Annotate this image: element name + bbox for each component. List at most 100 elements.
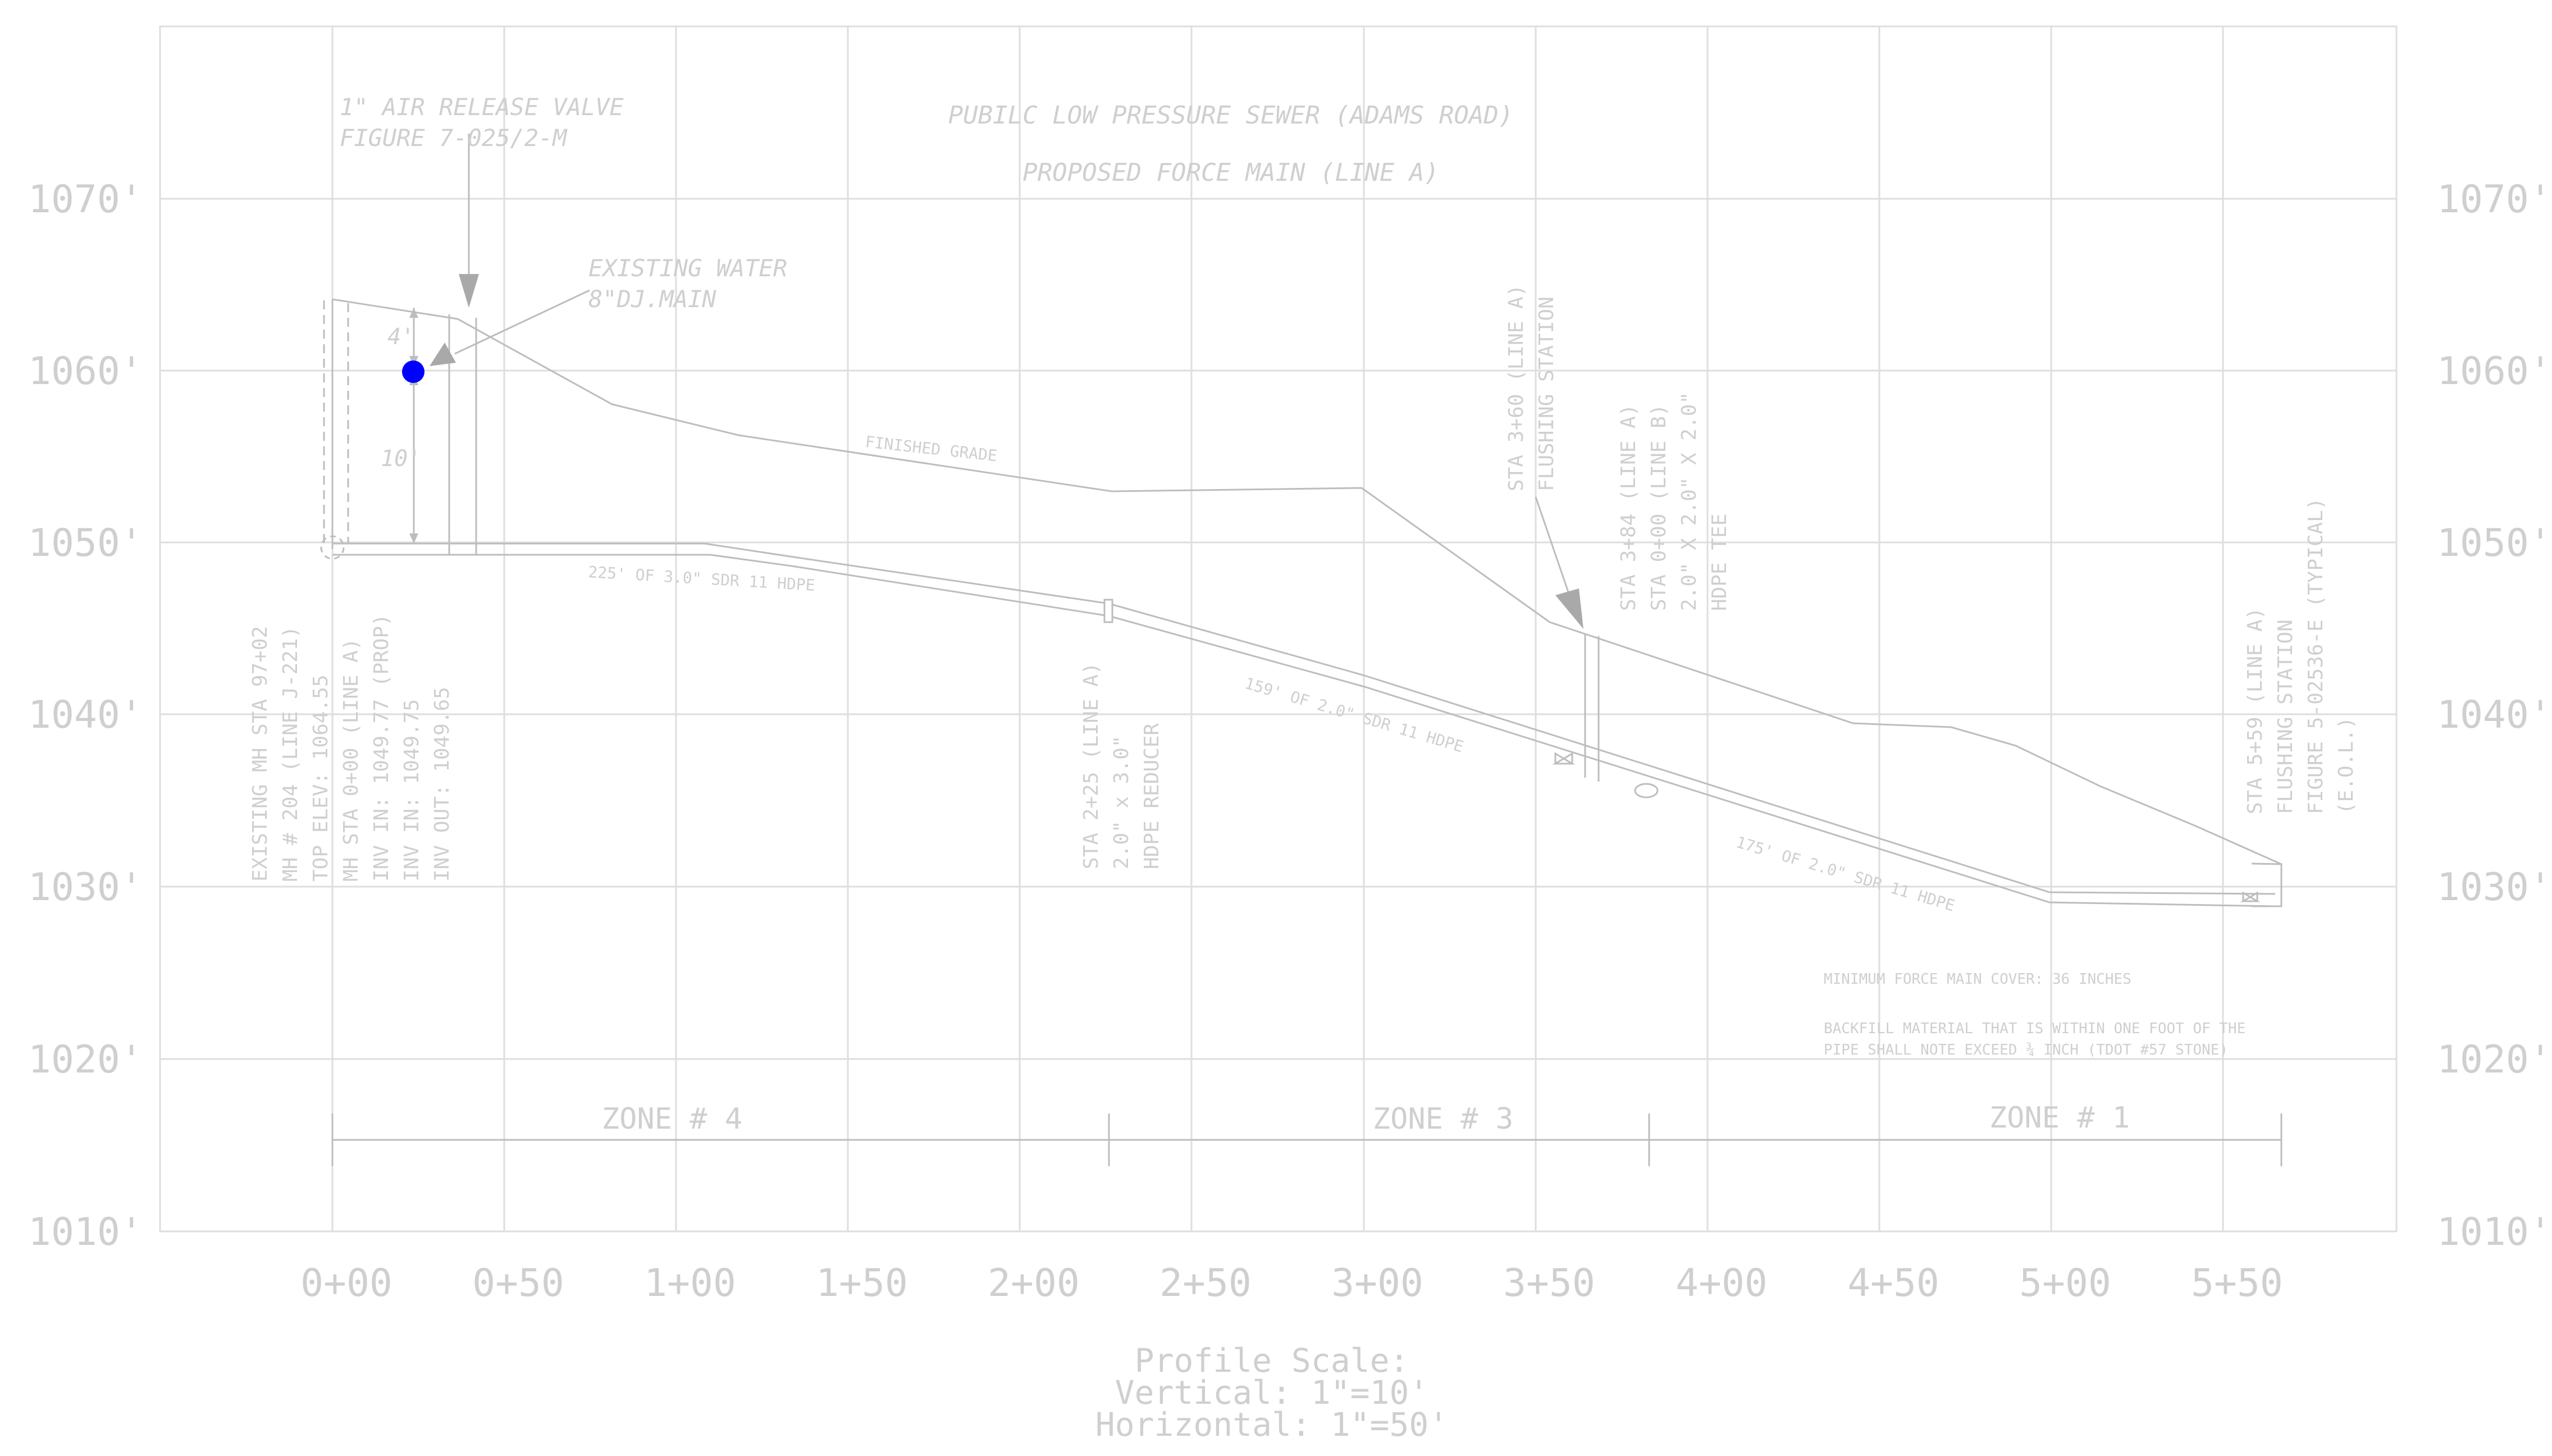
elev-label-1070-right: 1070' bbox=[2437, 177, 2552, 222]
title-sewer: PUBILC LOW PRESSURE SEWER (ADAMS ROAD) bbox=[948, 101, 1514, 130]
flushing-station-riser-3-60 bbox=[1584, 633, 1600, 782]
manhole-note-line2: MH # 204 (LINE J-221) bbox=[279, 626, 302, 882]
scale-horizontal: Horizontal: 1"=50' bbox=[1095, 1405, 1449, 1444]
manhole-note-line1: EXISTING MH STA 97+02 bbox=[249, 626, 272, 882]
reducer-note: STA 2+25 (LINE A) 2.0" x 3.0" HDPE REDUC… bbox=[1080, 663, 1163, 869]
air-valve-label-line2: FIGURE 7-025/2-M bbox=[340, 124, 568, 152]
manhole-note-line7: INV OUT: 1049.65 bbox=[431, 687, 454, 882]
end-of-line-flushing-station bbox=[2240, 862, 2282, 907]
tee-note: STA 3+84 (LINE A) STA 0+00 (LINE B) 2.0"… bbox=[1617, 392, 1731, 611]
eol-structure bbox=[2251, 862, 2282, 907]
manhole-note-line4: MH STA 0+00 (LINE A) bbox=[340, 638, 363, 882]
flush2-note-line1: STA 5+59 (LINE A) bbox=[2244, 608, 2267, 814]
flush1-note-line1: STA 3+60 (LINE A) bbox=[1505, 285, 1528, 491]
pipe-label-seg3: 175' OF 2.0" SDR 11 HDPE bbox=[1734, 833, 1957, 915]
elev-label-1020-left: 1020' bbox=[28, 1038, 143, 1082]
station-label-3+50: 3+50 bbox=[1503, 1261, 1595, 1306]
manhole-base-circle bbox=[320, 535, 345, 560]
elev-label-1010-left: 1010' bbox=[28, 1210, 143, 1254]
dim-arrow-bottom-icon bbox=[409, 533, 418, 544]
valve-fitting-3-60 bbox=[1552, 752, 1576, 765]
pipe-bottom-line bbox=[332, 554, 2276, 907]
flushing-station-leader bbox=[1535, 496, 1571, 596]
tee-note-line3: 2.0" X 2.0" X 2.0" bbox=[1678, 392, 1701, 611]
station-label-0+00: 0+00 bbox=[300, 1261, 392, 1306]
grid-frame bbox=[159, 25, 2398, 1233]
water-main-label-line1: EXISTING WATER bbox=[588, 254, 787, 282]
title-force-main: PROPOSED FORCE MAIN (LINE A) bbox=[1022, 158, 1439, 187]
zone-label-1: ZONE # 1 bbox=[1989, 1101, 2130, 1135]
pipe-label-seg1: 225' OF 3.0" SDR 11 HDPE bbox=[588, 563, 816, 595]
elev-label-1060-left: 1060' bbox=[28, 349, 143, 394]
reducer-note-line1: STA 2+25 (LINE A) bbox=[1080, 663, 1103, 869]
reducer-note-line3: HDPE REDUCER bbox=[1140, 723, 1163, 869]
finished-grade-line bbox=[332, 298, 2282, 865]
elev-label-1030-left: 1030' bbox=[28, 865, 143, 910]
hdpe-tee-fitting bbox=[1634, 783, 1659, 798]
flush2-note-line2: FLUSHING STATION bbox=[2274, 619, 2297, 814]
scale-vertical: Vertical: 1"=10' bbox=[1115, 1373, 1429, 1412]
note-backfill-line2: PIPE SHALL NOTE EXCEED ¾ INCH (TDOT #57 … bbox=[1824, 1042, 2228, 1058]
note-backfill-line1: BACKFILL MATERIAL THAT IS WITHIN ONE FOO… bbox=[1824, 1020, 2245, 1037]
zone-label-4: ZONE # 4 bbox=[602, 1102, 742, 1136]
elev-label-1040-right: 1040' bbox=[2437, 693, 2552, 737]
elev-label-1040-left: 1040' bbox=[28, 693, 143, 737]
manhole-note: EXISTING MH STA 97+02 MH # 204 (LINE J-2… bbox=[249, 614, 454, 882]
station-label-1+00: 1+00 bbox=[644, 1261, 736, 1306]
tee-note-line1: STA 3+84 (LINE A) bbox=[1617, 404, 1640, 611]
water-main-leader bbox=[454, 289, 590, 355]
zone-markers bbox=[331, 1113, 2282, 1166]
manhole-note-line3: TOP ELEV: 1064.55 bbox=[309, 675, 332, 882]
elev-label-1050-right: 1050' bbox=[2437, 521, 2552, 565]
flush2-note-line3: FIGURE 5-02536-E (TYPICAL) bbox=[2304, 497, 2327, 814]
flush2-note-line4: (E.O.L.) bbox=[2335, 717, 2358, 814]
water-main-label-line2: 8"DJ.MAIN bbox=[588, 285, 716, 313]
scale-title: Profile Scale: bbox=[1135, 1341, 1409, 1380]
dim-label-4ft: 4' bbox=[387, 324, 414, 350]
force-main-pipe bbox=[332, 542, 2276, 907]
reducer-note-line2: 2.0" x 3.0" bbox=[1110, 736, 1133, 869]
air-valve-label-line1: 1" AIR RELEASE VALVE bbox=[340, 93, 624, 121]
manhole-note-line6: INV IN: 1049.75 bbox=[400, 699, 423, 882]
dim-arrow-top-icon bbox=[409, 308, 418, 318]
elev-label-1050-left: 1050' bbox=[28, 521, 143, 565]
profile-grid bbox=[159, 25, 2398, 1233]
tee-note-line4: HDPE TEE bbox=[1708, 514, 1731, 611]
station-label-5+00: 5+00 bbox=[2019, 1261, 2111, 1306]
elev-label-1070-left: 1070' bbox=[28, 177, 143, 222]
flushing-station-arrow-icon bbox=[1555, 588, 1583, 629]
station-label-1+50: 1+50 bbox=[816, 1261, 908, 1306]
station-label-4+50: 4+50 bbox=[1847, 1261, 1939, 1306]
station-label-3+00: 3+00 bbox=[1331, 1261, 1423, 1306]
elev-label-1020-right: 1020' bbox=[2437, 1038, 2552, 1082]
dim-label-10ft: 10' bbox=[381, 446, 421, 472]
pipe-top-line bbox=[332, 542, 2276, 895]
station-label-0+50: 0+50 bbox=[472, 1261, 564, 1306]
elevation-labels-left: 1070' 1060' 1050' 1040' 1030' 1020' 1010… bbox=[28, 177, 143, 1254]
station-label-2+00: 2+00 bbox=[988, 1261, 1080, 1306]
elevation-labels-right: 1070' 1060' 1050' 1040' 1030' 1020' 1010… bbox=[2437, 177, 2552, 1254]
station-label-4+00: 4+00 bbox=[1676, 1261, 1768, 1306]
flushing-station-note: STA 3+60 (LINE A) FLUSHING STATION bbox=[1505, 285, 1558, 491]
elev-label-1030-right: 1030' bbox=[2437, 865, 2552, 910]
flush1-note-line2: FLUSHING STATION bbox=[1535, 296, 1558, 491]
finished-grade-label: FINISHED GRADE bbox=[864, 432, 998, 465]
station-label-2+50: 2+50 bbox=[1159, 1261, 1252, 1306]
existing-manhole bbox=[320, 299, 349, 560]
station-labels: 0+00 0+50 1+00 1+50 2+00 2+50 3+00 3+50 … bbox=[300, 1261, 2283, 1306]
eol-flushing-note: STA 5+59 (LINE A) FLUSHING STATION FIGUR… bbox=[2244, 497, 2358, 814]
manhole-note-line5: INV IN: 1049.77 (PROP) bbox=[370, 614, 393, 882]
hdpe-reducer-fitting bbox=[1103, 599, 1113, 623]
note-min-cover: MINIMUM FORCE MAIN COVER: 36 INCHES bbox=[1824, 971, 2131, 988]
station-label-5+50: 5+50 bbox=[2191, 1261, 2283, 1306]
valve-3-60-right-icon bbox=[1552, 752, 1573, 765]
water-main-marker-icon bbox=[402, 360, 424, 383]
elev-label-1010-right: 1010' bbox=[2437, 1210, 2552, 1254]
elev-label-1060-right: 1060' bbox=[2437, 349, 2552, 394]
water-main-arrow-icon bbox=[430, 343, 456, 366]
air-valve-arrow-icon bbox=[459, 274, 479, 308]
zone-label-3: ZONE # 3 bbox=[1373, 1102, 1513, 1136]
tee-note-line2: STA 0+00 (LINE B) bbox=[1647, 404, 1670, 611]
eol-valve-right-icon bbox=[2240, 891, 2258, 902]
